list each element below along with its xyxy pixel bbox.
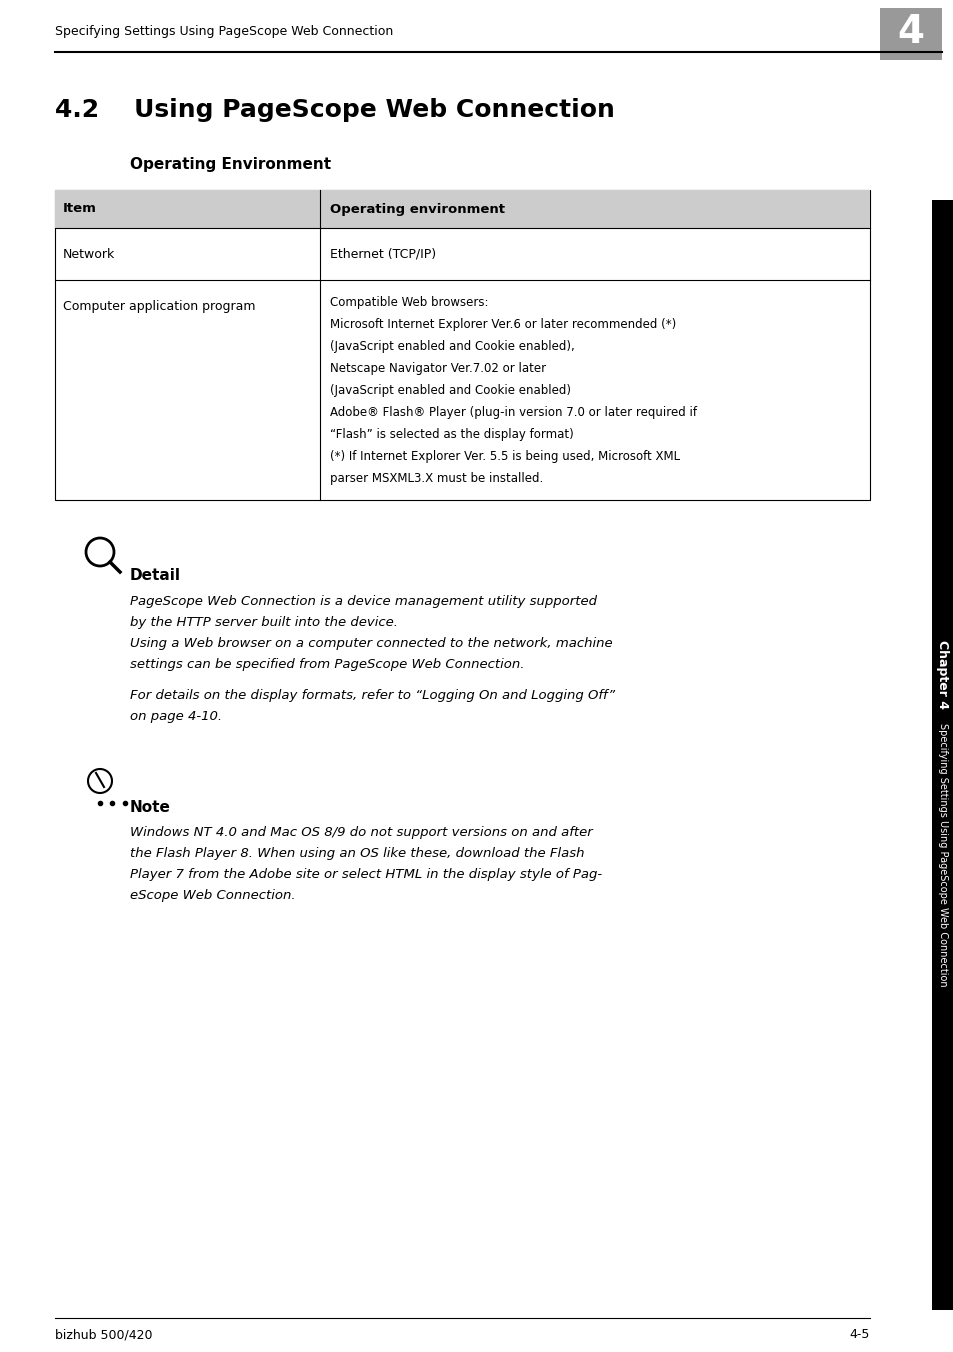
Text: Computer application program: Computer application program [63,300,255,314]
Text: settings can be specified from PageScope Web Connection.: settings can be specified from PageScope… [130,658,524,671]
Text: on page 4-10.: on page 4-10. [130,710,222,723]
Text: by the HTTP server built into the device.: by the HTTP server built into the device… [130,617,397,629]
Text: Ethernet (TCP/IP): Ethernet (TCP/IP) [330,247,436,261]
Text: Adobe® Flash® Player (plug-in version 7.0 or later required if: Adobe® Flash® Player (plug-in version 7.… [330,406,697,419]
Text: Player 7 from the Adobe site or select HTML in the display style of Pag-: Player 7 from the Adobe site or select H… [130,868,601,882]
Text: “Flash” is selected as the display format): “Flash” is selected as the display forma… [330,429,573,441]
Text: PageScope Web Connection is a device management utility supported: PageScope Web Connection is a device man… [130,595,597,608]
Text: 4.2    Using PageScope Web Connection: 4.2 Using PageScope Web Connection [55,97,615,122]
Text: bizhub 500/420: bizhub 500/420 [55,1329,152,1341]
Text: Netscape Navigator Ver.7.02 or later: Netscape Navigator Ver.7.02 or later [330,362,545,375]
Text: Operating environment: Operating environment [330,203,504,215]
Text: Chapter 4: Chapter 4 [936,641,948,710]
Text: For details on the display formats, refer to “Logging On and Logging Off”: For details on the display formats, refe… [130,690,615,702]
Text: the Flash Player 8. When using an OS like these, download the Flash: the Flash Player 8. When using an OS lik… [130,846,584,860]
Text: Using a Web browser on a computer connected to the network, machine: Using a Web browser on a computer connec… [130,637,612,650]
Text: Specifying Settings Using PageScope Web Connection: Specifying Settings Using PageScope Web … [55,26,393,38]
Text: (JavaScript enabled and Cookie enabled),: (JavaScript enabled and Cookie enabled), [330,339,574,353]
Text: Item: Item [63,203,97,215]
Bar [931,200,953,1310]
Text: 4-5: 4-5 [849,1329,869,1341]
Text: Microsoft Internet Explorer Ver.6 or later recommended (*): Microsoft Internet Explorer Ver.6 or lat… [330,318,676,331]
Text: Compatible Web browsers:: Compatible Web browsers: [330,296,488,310]
Text: 4: 4 [897,14,923,51]
Bar [55,191,869,228]
Text: Detail: Detail [130,568,181,583]
Text: Operating Environment: Operating Environment [130,157,331,173]
Bar [55,191,869,500]
Text: Note: Note [130,800,171,815]
Text: Windows NT 4.0 and Mac OS 8/9 do not support versions on and after: Windows NT 4.0 and Mac OS 8/9 do not sup… [130,826,592,840]
Text: (JavaScript enabled and Cookie enabled): (JavaScript enabled and Cookie enabled) [330,384,571,397]
Text: Specifying Settings Using PageScope Web Connection: Specifying Settings Using PageScope Web … [937,723,947,987]
Text: Network: Network [63,247,115,261]
Text: parser MSXML3.X must be installed.: parser MSXML3.X must be installed. [330,472,542,485]
FancyBboxPatch shape [879,8,941,59]
Text: (*) If Internet Explorer Ver. 5.5 is being used, Microsoft XML: (*) If Internet Explorer Ver. 5.5 is bei… [330,450,679,462]
Text: eScope Web Connection.: eScope Web Connection. [130,890,295,902]
